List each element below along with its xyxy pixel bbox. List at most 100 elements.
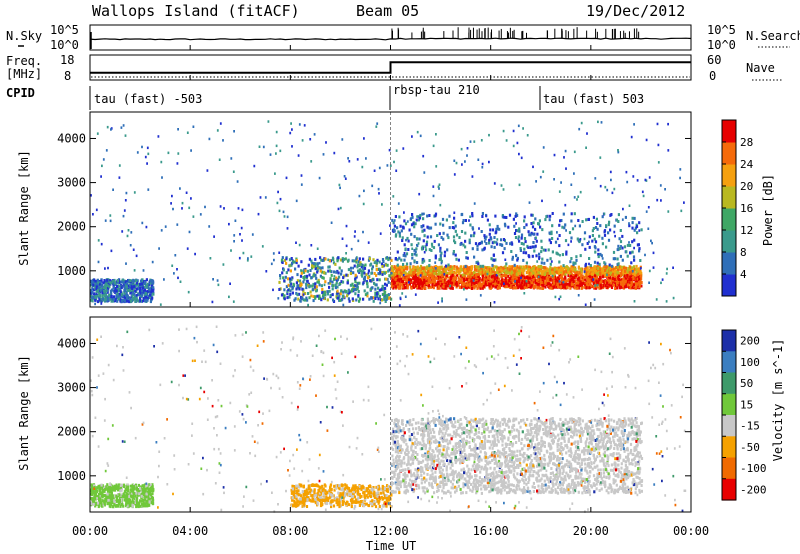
range-cell [450, 285, 453, 289]
range-cell [589, 265, 592, 269]
range-cell [311, 266, 314, 270]
range-cell [140, 489, 143, 493]
range-cell [236, 180, 239, 183]
range-cell [514, 266, 517, 270]
range-cell [493, 182, 496, 185]
range-cell [386, 256, 388, 259]
range-cell [436, 286, 439, 290]
range-cell [585, 282, 589, 285]
range-cell [498, 227, 501, 231]
range-cell [486, 268, 489, 272]
range-cell [570, 267, 573, 271]
range-cell [601, 215, 604, 219]
range-cell [296, 279, 299, 283]
range-cell [565, 167, 567, 170]
range-cell [514, 269, 517, 273]
range-cell [585, 218, 588, 222]
range-cell [454, 275, 457, 279]
range-cell [277, 190, 279, 194]
range-cell [383, 291, 386, 295]
range-cell [479, 284, 482, 288]
range-cell [520, 283, 523, 287]
range-cell [528, 270, 531, 274]
range-cell [511, 255, 514, 259]
range-cell [319, 256, 322, 260]
range-cell [428, 280, 431, 284]
range-cell [393, 229, 396, 233]
range-cell [534, 281, 537, 284]
range-cell [597, 252, 600, 256]
range-cell [267, 120, 270, 123]
range-cell [125, 284, 128, 288]
range-cell [447, 265, 450, 269]
range-cell [593, 276, 596, 280]
range-cell [501, 266, 504, 270]
range-cell [430, 273, 433, 277]
range-cell [582, 281, 585, 285]
range-cell [584, 303, 587, 306]
range-cell [493, 236, 496, 239]
range-cell [296, 284, 299, 288]
range-cell [141, 221, 144, 225]
range-cell [358, 299, 361, 303]
range-cell [280, 258, 284, 262]
range-cell [147, 152, 150, 156]
range-cell [483, 234, 486, 238]
range-cell [436, 265, 439, 269]
range-cell [441, 273, 444, 277]
range-cell [415, 253, 418, 257]
range-cell [577, 219, 580, 222]
range-cell [132, 279, 135, 283]
range-cell [613, 187, 616, 191]
range-cell [632, 255, 636, 259]
range-cell [134, 299, 137, 303]
range-cell [542, 266, 545, 269]
range-cell [430, 242, 434, 246]
range-cell [441, 300, 443, 303]
range-cell [363, 275, 367, 279]
range-cell [148, 282, 151, 286]
range-cell [308, 257, 311, 261]
range-cell [401, 239, 404, 242]
range-cell [336, 296, 340, 300]
range-cell [465, 251, 468, 254]
range-cell [594, 240, 598, 244]
range-cell [119, 295, 122, 299]
range-cell [556, 237, 559, 241]
range-cell [121, 278, 124, 282]
range-cell [469, 274, 472, 278]
range-cell [339, 298, 342, 302]
range-cell [402, 253, 405, 257]
range-cell [559, 276, 562, 279]
range-cell [431, 245, 434, 248]
range-cell [651, 241, 653, 245]
range-cell [281, 271, 284, 275]
range-cell [493, 240, 496, 244]
range-cell [603, 261, 606, 265]
range-cell [372, 258, 375, 262]
range-cell [398, 256, 401, 260]
range-cell [404, 295, 407, 298]
range-cell [314, 296, 317, 300]
range-cell [626, 254, 629, 258]
range-cell [354, 230, 356, 233]
range-cell [599, 224, 602, 228]
range-cell [94, 284, 97, 288]
range-cell [149, 279, 153, 283]
range-cell [587, 218, 590, 221]
range-cell [616, 248, 619, 252]
range-cell [160, 229, 163, 232]
range-cell [652, 251, 655, 255]
range-cell [486, 270, 489, 274]
range-cell [464, 271, 467, 275]
range-cell [622, 273, 625, 277]
range-cell [455, 271, 458, 275]
range-cell [511, 257, 514, 261]
range-cell [541, 279, 544, 283]
range-cell [467, 285, 470, 289]
range-cell [578, 271, 581, 275]
range-cell [396, 274, 399, 278]
range-cell [527, 230, 530, 234]
range-cell [628, 267, 632, 271]
range-cell [275, 152, 277, 155]
